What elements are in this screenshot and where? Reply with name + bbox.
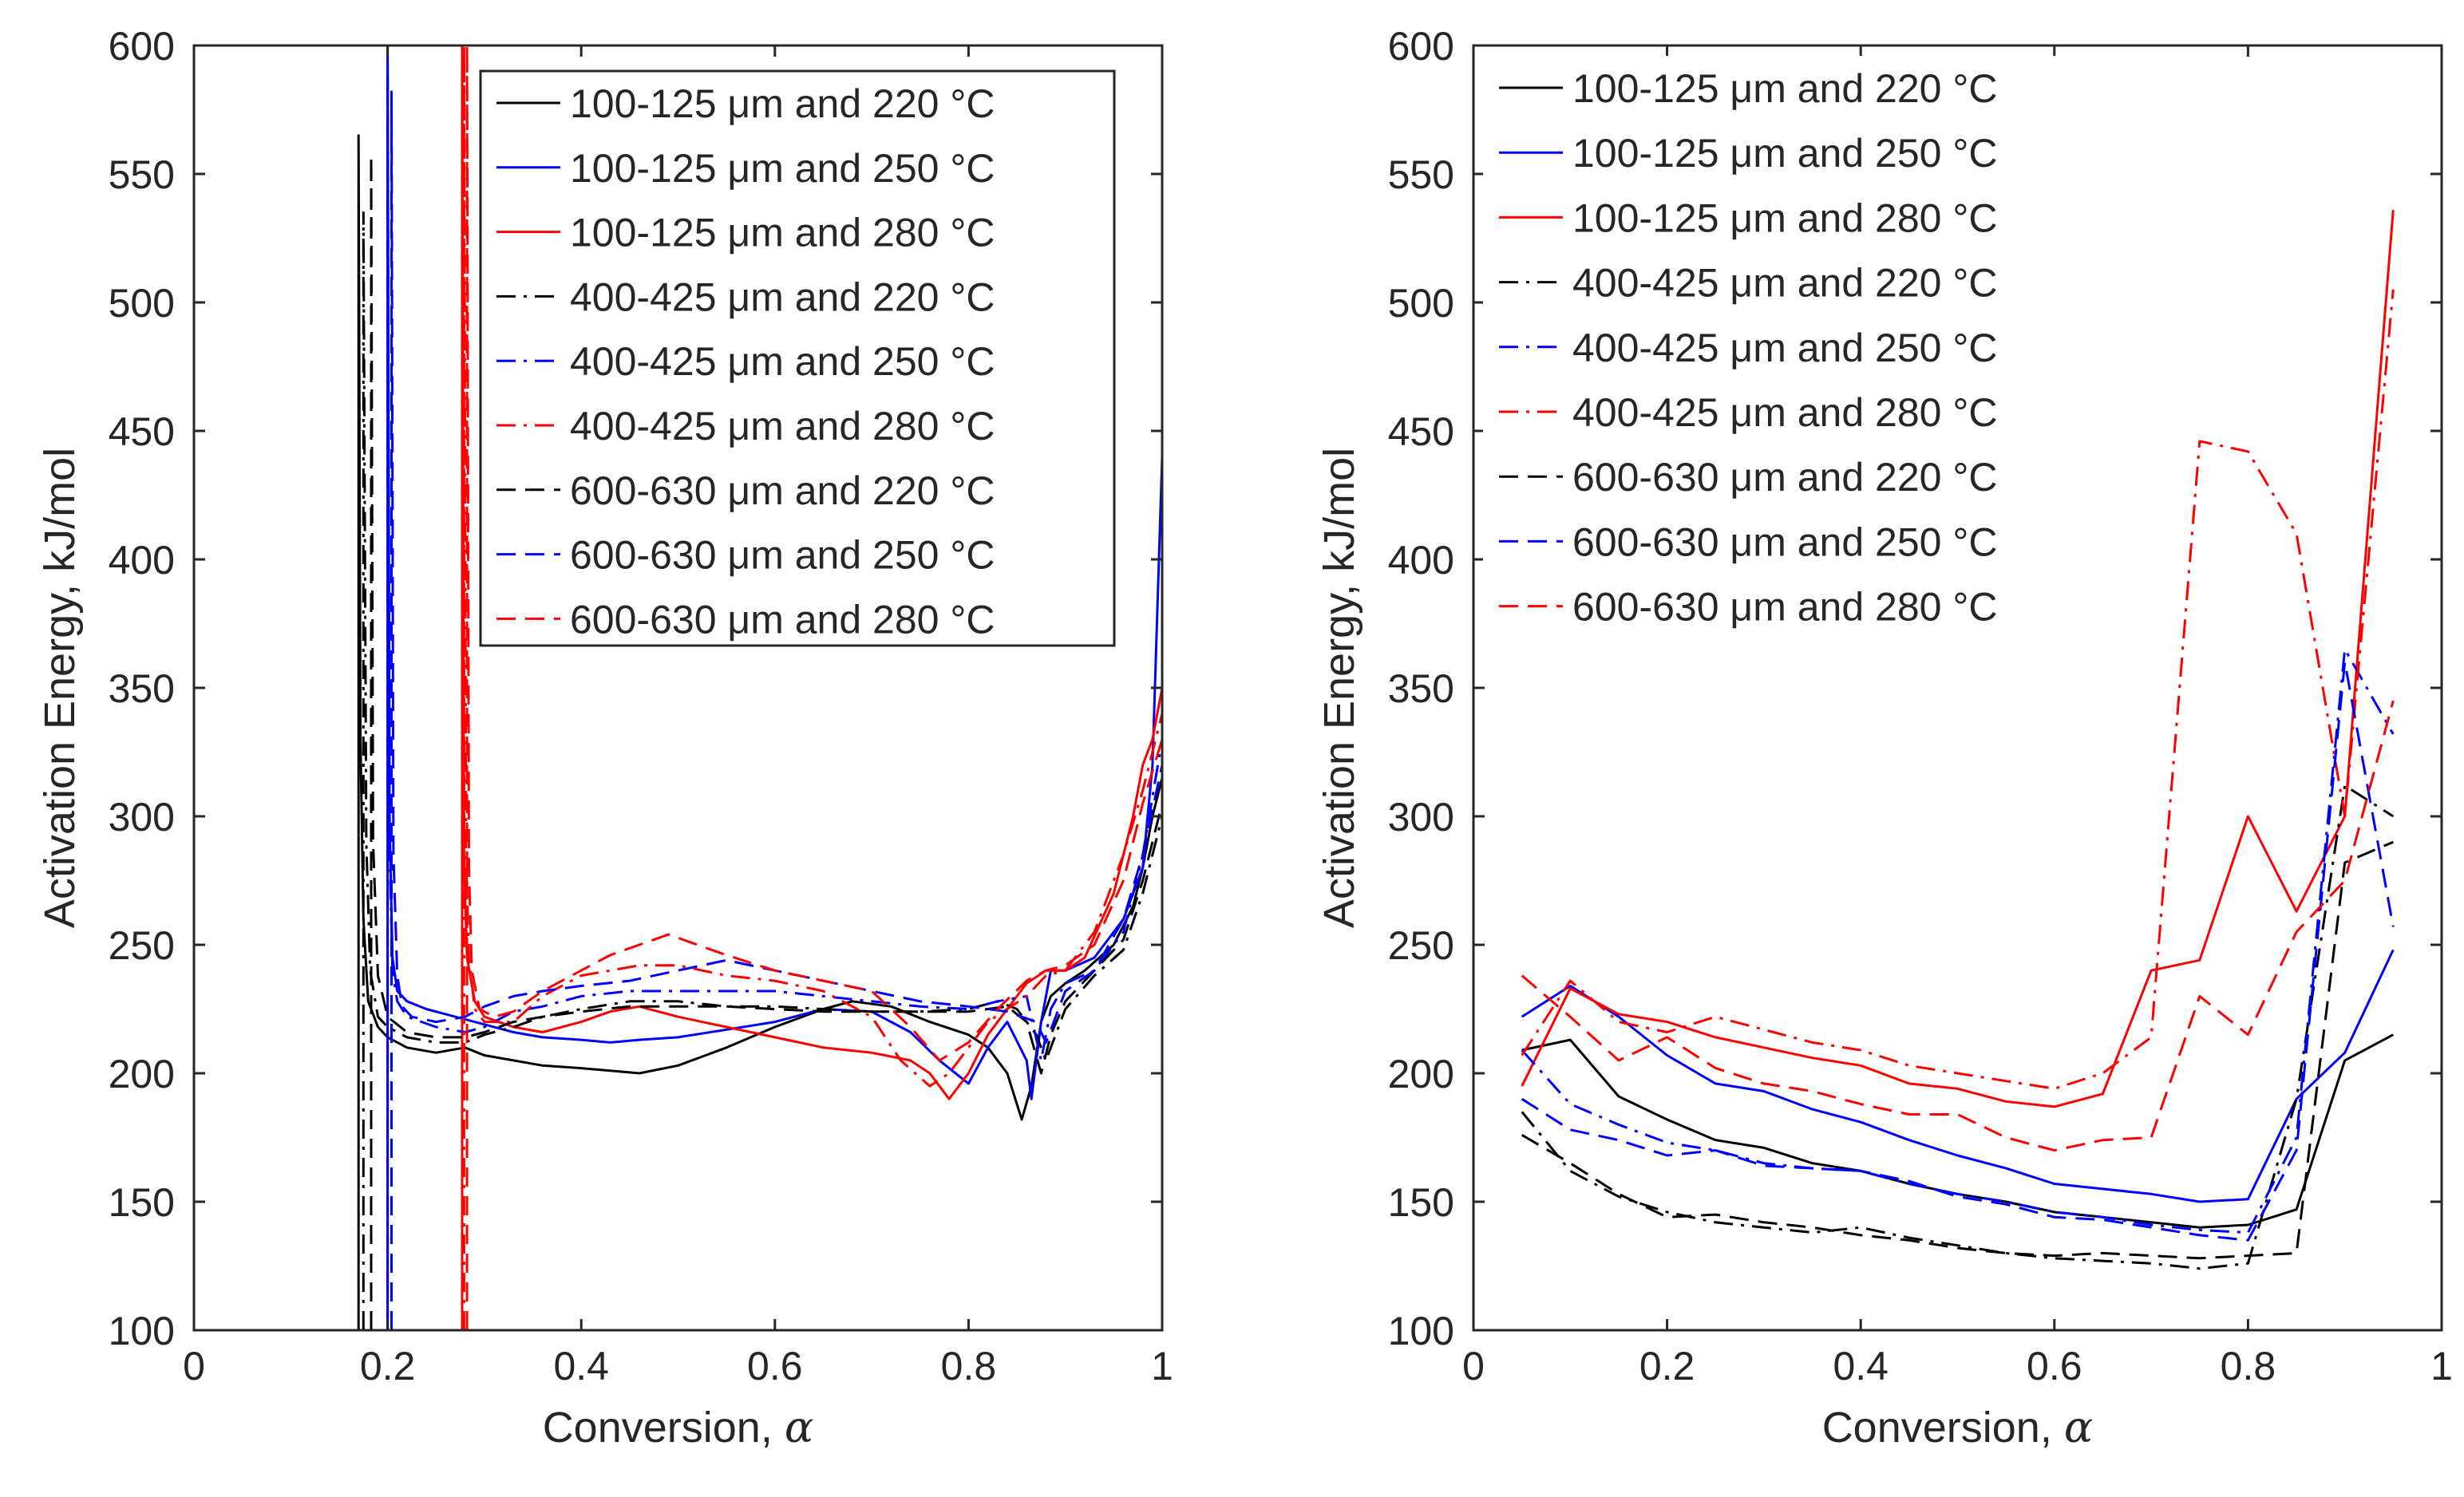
- alpha-symbol: α: [2064, 1402, 2093, 1452]
- right-chart-x-tick-label: 0: [1462, 1344, 1485, 1388]
- right-chart-x-tick-label: 0.6: [2027, 1344, 2082, 1388]
- left-chart-y-tick-label: 450: [109, 409, 175, 454]
- left-chart-x-tick-label: 0.4: [553, 1344, 609, 1388]
- left-chart-legend-label-8: 600-630 μm and 250 °C: [570, 533, 995, 578]
- left-chart-series-line-3: [461, 45, 1162, 1330]
- right-chart-series-line-9: [1521, 700, 2395, 1152]
- left-chart-x-tick-label: 0.2: [360, 1344, 416, 1388]
- left-chart-y-axis-label: Activation Energy, kJ/mol: [36, 448, 84, 928]
- right-chart-series-line-6: [1521, 289, 2395, 1090]
- left-chart-x-tick-label: 0.6: [747, 1344, 803, 1388]
- left-chart-x-tick-label: 1: [1151, 1344, 1173, 1388]
- right-chart-legend-label-9: 600-630 μm and 280 °C: [1572, 585, 1997, 630]
- left-chart-legend-label-7: 600-630 μm and 220 °C: [570, 468, 995, 513]
- right-chart-series-line-5: [1521, 648, 2395, 1234]
- left-chart-y-tick-label: 250: [109, 923, 175, 968]
- left-chart-legend-label-4: 400-425 μm and 220 °C: [570, 275, 995, 319]
- left-chart-series-line-4: [362, 211, 1162, 1330]
- left-chart-series-line-9: [465, 45, 1162, 1330]
- right-chart-series-line-3: [1521, 209, 2395, 1108]
- right-chart-y-tick-label: 150: [1388, 1180, 1454, 1225]
- right-chart-series-line-4: [1521, 784, 2395, 1270]
- left-chart-legend-label-2: 100-125 μm and 250 °C: [570, 146, 995, 191]
- left-chart-x-axis-label: Conversion, α: [543, 1402, 814, 1452]
- left-chart-y-tick-label: 350: [109, 666, 175, 711]
- left-chart-y-tick-label: 400: [109, 538, 175, 583]
- right-chart-series-line-8: [1521, 661, 2395, 1242]
- right-chart-y-tick-label: 200: [1388, 1052, 1454, 1096]
- left-chart-series-line-6: [462, 45, 1162, 1330]
- left-chart-series-line-7: [370, 155, 1162, 1330]
- left-chart-x-tick-label: 0.8: [941, 1344, 997, 1388]
- left-chart-legend-label-1: 100-125 μm and 220 °C: [570, 81, 995, 126]
- left-chart-y-tick-label: 100: [109, 1309, 175, 1353]
- left-chart-y-tick-label: 150: [109, 1180, 175, 1225]
- right-chart-y-tick-label: 500: [1388, 281, 1454, 326]
- right-chart-legend-label-4: 400-425 μm and 220 °C: [1572, 261, 1997, 306]
- left-chart-y-tick-label: 300: [109, 795, 175, 839]
- left-chart-legend-label-9: 600-630 μm and 280 °C: [570, 597, 995, 642]
- right-chart-legend-label-6: 400-425 μm and 280 °C: [1572, 390, 1997, 435]
- left-chart-series-group: [357, 45, 1162, 1330]
- right-chart-legend-label-3: 100-125 μm and 280 °C: [1572, 196, 1997, 240]
- right-chart-legend-label-5: 400-425 μm and 250 °C: [1572, 326, 1997, 370]
- right-chart-x-tick-label: 0.4: [1833, 1344, 1889, 1388]
- right-chart-legend-box: [1483, 56, 2138, 656]
- left-chart-legend-box: [479, 69, 1116, 647]
- right-chart-y-tick-label: 550: [1388, 152, 1454, 197]
- right-chart-legend-label-8: 600-630 μm and 250 °C: [1572, 519, 1997, 564]
- left-chart-legend-label-6: 400-425 μm and 280 °C: [570, 404, 995, 448]
- right-chart-y-tick-label: 350: [1388, 666, 1454, 711]
- left-chart: 0 0.2 0.4 0.6 0.8 1 100 150 200 250 300 350 400 450 50…: [36, 24, 1173, 1452]
- right-chart: 0 0.2 0.4 0.6 0.8 1 100 150 200 250 300 350 400 450 50…: [1315, 24, 2453, 1452]
- left-chart-x-tick-label: 0: [183, 1344, 205, 1388]
- right-chart-y-tick-label: 300: [1388, 795, 1454, 839]
- right-chart-y-tick-label: 100: [1388, 1309, 1454, 1353]
- left-chart-series-line-8: [390, 90, 1162, 1330]
- right-chart-y-tick-label: 450: [1388, 409, 1454, 454]
- right-chart-x-tick-label: 1: [2430, 1344, 2453, 1388]
- right-chart-legend-label-2: 100-125 μm and 250 °C: [1572, 131, 1997, 176]
- right-chart-x-axis-label: Conversion, α: [1822, 1402, 2094, 1452]
- left-chart-y-tick-label: 200: [109, 1052, 175, 1096]
- right-chart-series-line-7: [1521, 840, 2394, 1260]
- left-chart-legend-label-5: 400-425 μm and 250 °C: [570, 339, 995, 384]
- left-chart-ticks: 0 0.2 0.4 0.6 0.8 1 100 150 200 250 300 350 400 450 50…: [109, 24, 1173, 1388]
- right-chart-legend-label-7: 600-630 μm and 220 °C: [1572, 455, 1997, 500]
- left-chart-legend-label-3: 100-125 μm and 280 °C: [570, 211, 995, 255]
- right-chart-y-axis-label: Activation Energy, kJ/mol: [1315, 448, 1363, 928]
- right-chart-ticks: 0 0.2 0.4 0.6 0.8 1 100 150 200 250 300 350 400 450 50…: [1388, 24, 2453, 1388]
- right-chart-y-tick-label: 400: [1388, 538, 1454, 583]
- left-chart-y-tick-label: 600: [109, 24, 175, 69]
- left-chart-y-tick-label: 500: [109, 281, 175, 326]
- left-chart-legend: 100-125 μm and 220 °C 100-125 μm and 250 …: [479, 69, 1116, 647]
- right-chart-x-tick-label: 0.2: [1639, 1344, 1695, 1388]
- right-chart-legend: 100-125 μm and 220 °C 100-125 μm and 250 …: [1483, 56, 2138, 656]
- right-chart-legend-label-1: 100-125 μm and 220 °C: [1572, 66, 1997, 111]
- left-chart-series-line-5: [386, 69, 1162, 1330]
- alpha-symbol: α: [785, 1402, 813, 1452]
- right-chart-x-tick-label: 0.8: [2221, 1344, 2276, 1388]
- right-chart-y-tick-label: 250: [1388, 923, 1454, 968]
- left-chart-y-tick-label: 550: [109, 152, 175, 197]
- right-chart-series-group: [1521, 209, 2395, 1270]
- right-chart-series-line-2: [1521, 949, 2395, 1203]
- right-chart-y-tick-label: 600: [1388, 24, 1454, 69]
